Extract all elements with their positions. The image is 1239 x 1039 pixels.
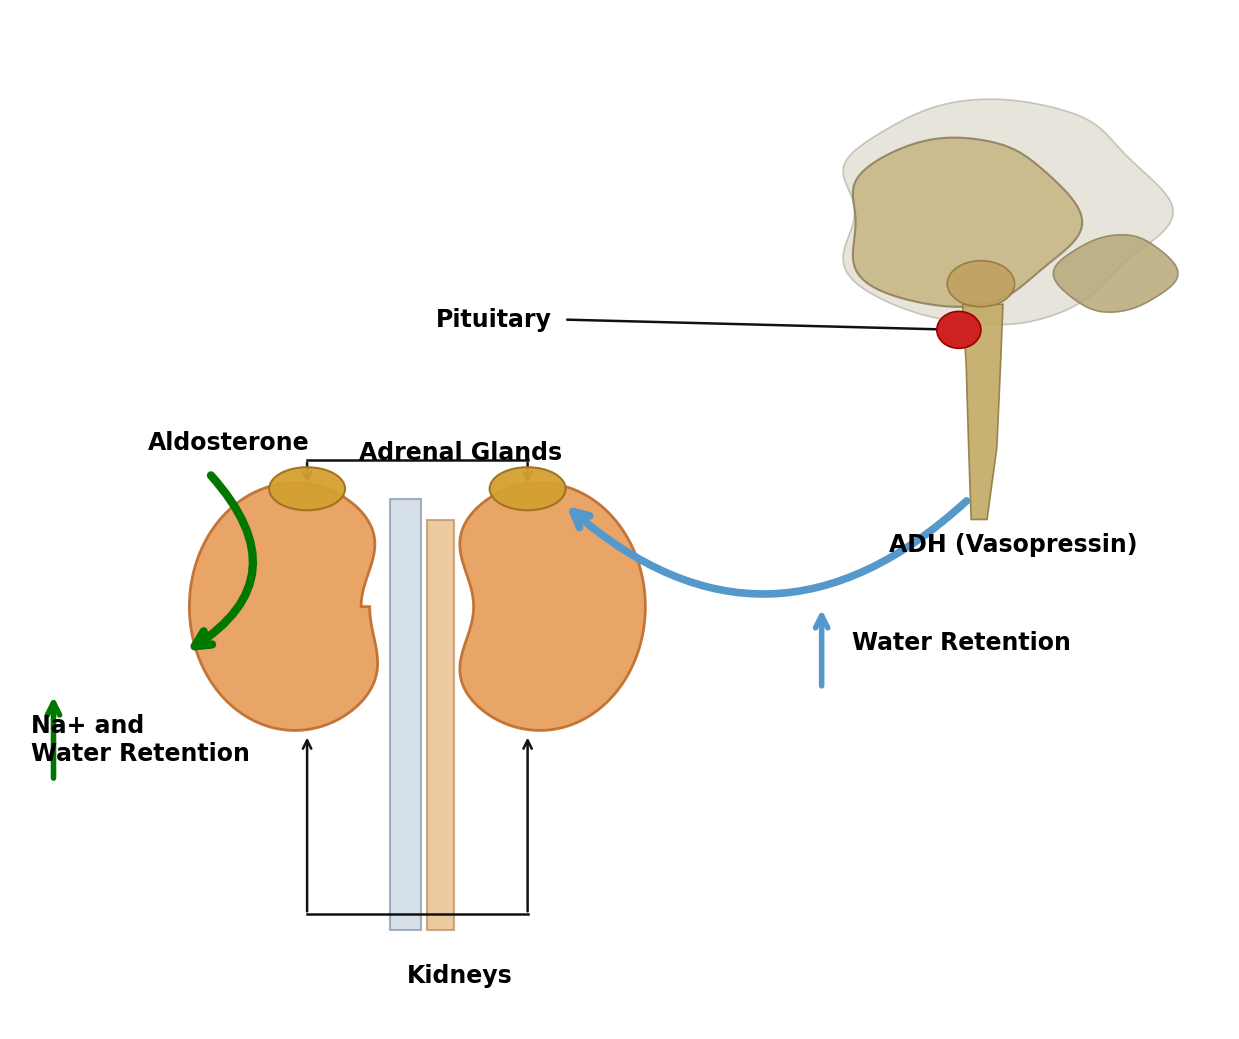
Polygon shape	[390, 499, 421, 930]
Ellipse shape	[948, 261, 1015, 307]
Ellipse shape	[269, 468, 346, 510]
Text: Kidneys: Kidneys	[408, 964, 513, 988]
FancyArrowPatch shape	[195, 476, 253, 646]
Text: Water Retention: Water Retention	[852, 631, 1072, 655]
Text: Pituitary: Pituitary	[436, 308, 553, 331]
Polygon shape	[963, 304, 1002, 520]
Polygon shape	[1053, 235, 1178, 312]
Text: ADH (Vasopressin): ADH (Vasopressin)	[890, 533, 1137, 557]
Polygon shape	[190, 483, 378, 730]
Circle shape	[937, 312, 981, 348]
Polygon shape	[843, 99, 1173, 325]
Ellipse shape	[489, 468, 565, 510]
Polygon shape	[427, 520, 455, 930]
Polygon shape	[460, 483, 646, 730]
Text: Aldosterone: Aldosterone	[147, 430, 310, 455]
FancyArrowPatch shape	[572, 501, 966, 594]
Polygon shape	[852, 137, 1082, 307]
Text: Adrenal Glands: Adrenal Glands	[358, 441, 561, 464]
Text: Na+ and
Water Retention: Na+ and Water Retention	[31, 714, 250, 766]
